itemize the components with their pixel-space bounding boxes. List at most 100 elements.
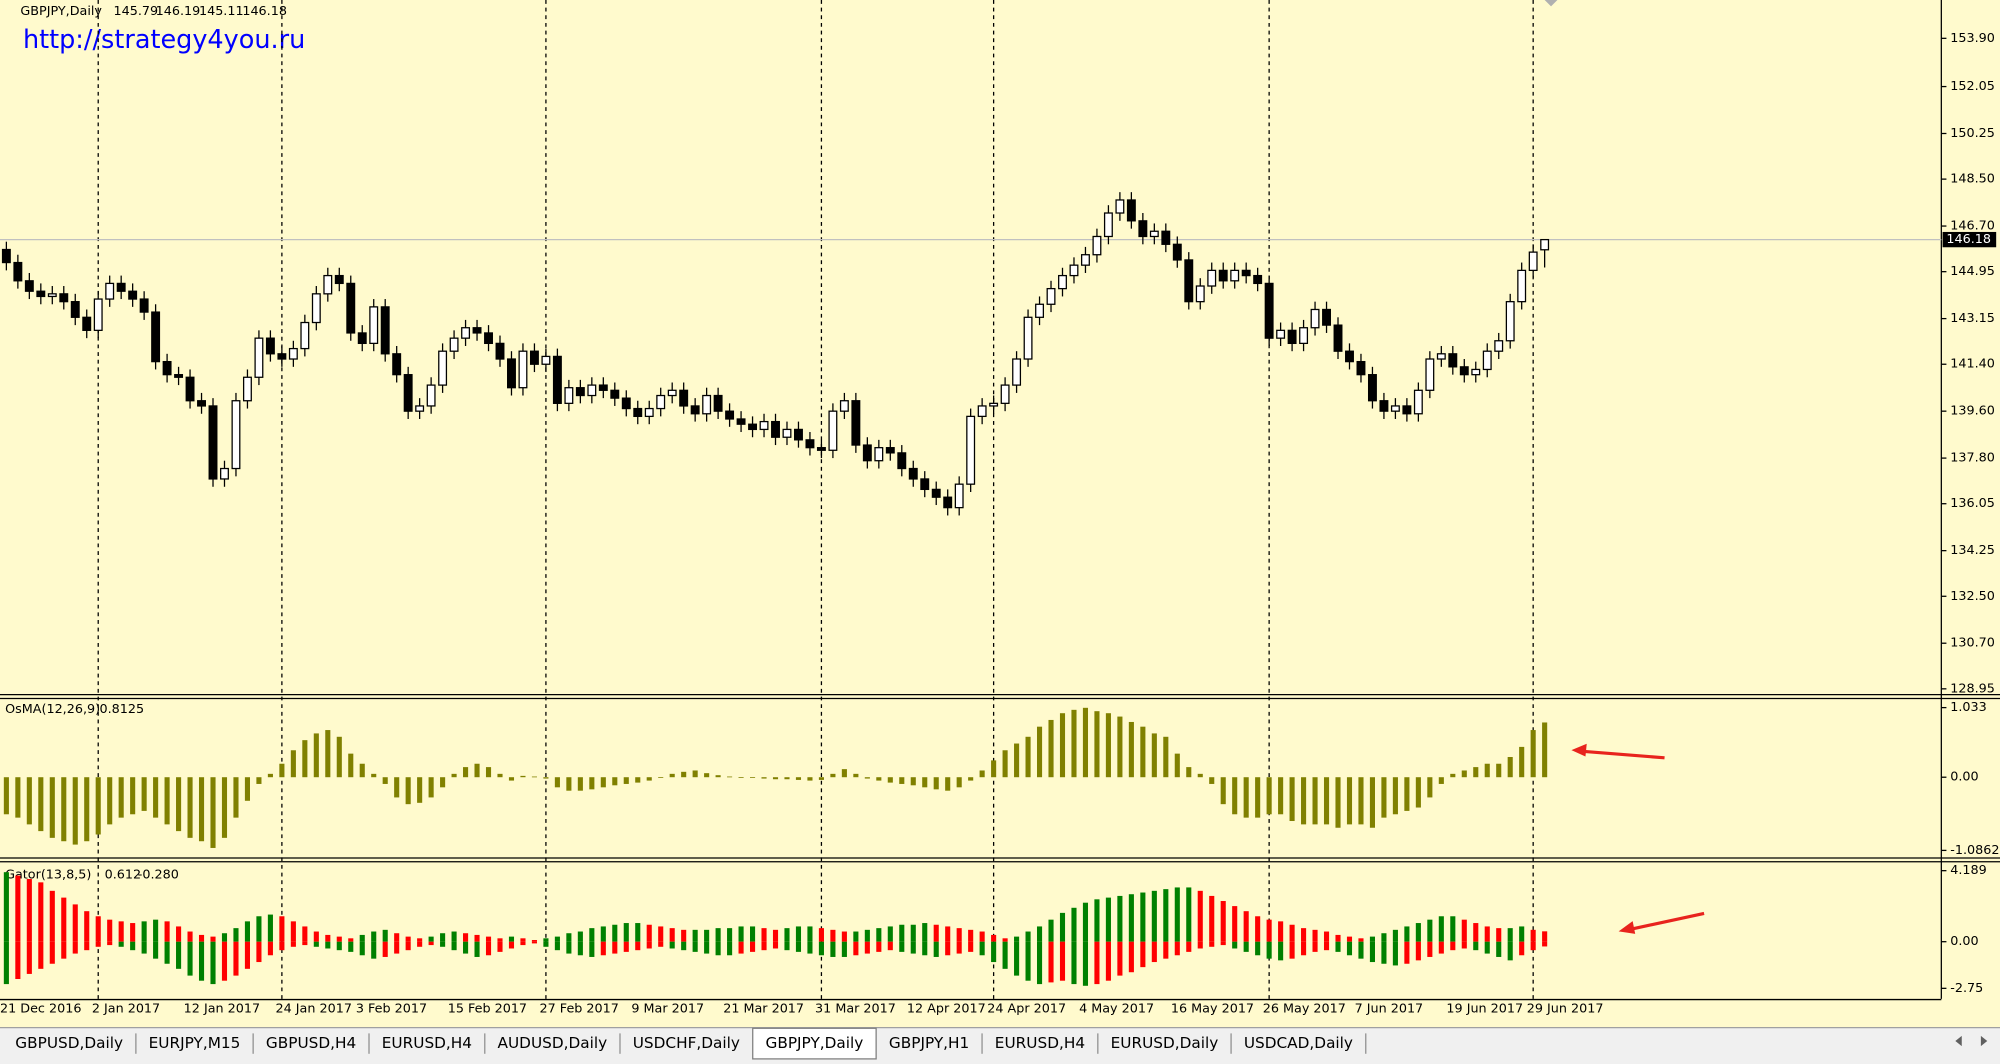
histogram-bar: [864, 777, 870, 779]
gator-bar: [1197, 941, 1203, 949]
tab-label[interactable]: GBPJPY,Daily: [765, 1034, 863, 1052]
gator-bar: [233, 941, 239, 976]
gator-bar: [1266, 919, 1272, 942]
candle-body: [357, 332, 367, 345]
tab[interactable]: AUDUSD,Daily: [485, 1031, 620, 1057]
tab-label[interactable]: GBPUSD,H4: [266, 1034, 356, 1052]
candle-body: [128, 290, 138, 300]
candle-body: [288, 347, 298, 360]
tab[interactable]: GBPJPY,Daily: [752, 1027, 877, 1060]
candle-body: [1046, 287, 1056, 305]
tab-label[interactable]: EURJPY,M15: [149, 1034, 241, 1052]
histogram-bar: [1381, 777, 1387, 818]
histogram-bar: [1163, 736, 1169, 778]
histogram-bar: [3, 777, 9, 815]
tab-label[interactable]: EURUSD,H4: [382, 1034, 472, 1052]
y-tick-label: 130.70: [1950, 636, 1995, 651]
tab-label[interactable]: USDCHF,Daily: [633, 1034, 740, 1052]
histogram-bar: [1209, 777, 1215, 784]
candle-body: [162, 360, 172, 376]
histogram-bar: [348, 753, 354, 778]
tab[interactable]: EURJPY,M15: [136, 1031, 253, 1057]
y-tick-label: -2.75: [1950, 981, 1983, 996]
gator-bar: [1036, 926, 1043, 942]
gator-bar: [1392, 941, 1398, 966]
tab-label[interactable]: USDCAD,Daily: [1244, 1034, 1353, 1052]
tab-label[interactable]: EURUSD,Daily: [1111, 1034, 1219, 1052]
histogram-bar: [669, 773, 675, 778]
tab[interactable]: GBPJPY,H1: [876, 1031, 982, 1057]
gator-bar: [1530, 929, 1536, 942]
histogram-bar: [497, 773, 503, 778]
gator-bar: [1255, 916, 1261, 942]
candle-body: [208, 405, 218, 480]
candle-body: [1322, 308, 1331, 326]
candle-body: [1367, 374, 1377, 402]
gator-bar: [956, 928, 962, 942]
gator-bar: [1232, 941, 1238, 949]
candle-body: [1379, 400, 1389, 412]
tab-label[interactable]: EURUSD,H4: [995, 1034, 1085, 1052]
gator-bar: [153, 919, 159, 942]
gator-bar: [256, 916, 262, 942]
gator-bar: [968, 941, 974, 952]
gator-bar: [302, 926, 308, 942]
candle-body: [415, 405, 425, 412]
tab-label[interactable]: GBPJPY,H1: [889, 1034, 969, 1052]
gator-bar: [727, 941, 733, 956]
candle-body: [1149, 230, 1159, 238]
histogram-bar: [1128, 721, 1134, 778]
tab[interactable]: GBPUSD,H4: [253, 1031, 369, 1057]
gator-bar: [1335, 934, 1341, 942]
tab[interactable]: USDCHF,Daily: [620, 1031, 753, 1057]
gator-bar: [600, 926, 606, 942]
candle-body: [977, 405, 987, 418]
tab[interactable]: EURUSD,H4: [982, 1031, 1098, 1057]
candle-body: [438, 350, 448, 386]
candle-body: [759, 420, 769, 431]
histogram-bar: [382, 777, 388, 784]
x-tick-label: 21 Dec 2016: [0, 1002, 81, 1017]
gator-bar: [508, 936, 515, 942]
gator-bar: [991, 941, 997, 963]
ohlc-close: 146.18: [242, 4, 287, 19]
candle-body: [908, 467, 918, 480]
gator-bar: [1002, 938, 1008, 942]
gator-bar: [1117, 941, 1123, 976]
gator-bar: [1381, 941, 1387, 964]
histogram-bar: [72, 777, 78, 845]
gator-bar: [704, 929, 710, 942]
gator-bar: [933, 924, 939, 942]
gator-bar: [807, 926, 813, 942]
gator-bar: [956, 941, 962, 954]
histogram-bar: [313, 733, 319, 778]
gator-bar: [1484, 941, 1490, 954]
candle-body: [403, 374, 413, 412]
candle-body: [1505, 301, 1515, 342]
tab-scroll-left[interactable]: [1955, 1035, 1962, 1047]
shift-marker[interactable]: [1544, 0, 1558, 7]
gator-bar: [1209, 941, 1215, 947]
candle-body: [1517, 269, 1527, 303]
gator-bar: [1312, 941, 1318, 952]
tab[interactable]: USDCAD,Daily: [1231, 1031, 1366, 1057]
y-tick-label: 143.15: [1950, 311, 1995, 326]
candle-body: [105, 282, 115, 300]
gator-bar: [1094, 899, 1100, 942]
candle-body: [1092, 235, 1102, 256]
x-tick-label: 9 Mar 2017: [631, 1002, 704, 1017]
gator-bar: [382, 941, 388, 957]
tab[interactable]: EURUSD,H4: [369, 1031, 485, 1057]
histogram-bar: [899, 777, 905, 784]
tab-label[interactable]: AUDUSD,Daily: [498, 1034, 608, 1052]
gator-bar: [772, 929, 779, 942]
tab[interactable]: EURUSD,Daily: [1098, 1031, 1231, 1057]
histogram-bar: [1025, 736, 1031, 778]
gator-bar: [187, 941, 193, 976]
tab[interactable]: GBPUSD,Daily: [3, 1031, 136, 1057]
tab-scroll-right[interactable]: [1980, 1035, 1988, 1047]
candle-body: [736, 418, 746, 425]
tab-label[interactable]: GBPUSD,Daily: [15, 1034, 123, 1052]
gator-bar: [1323, 941, 1330, 951]
candle-body: [874, 447, 884, 462]
